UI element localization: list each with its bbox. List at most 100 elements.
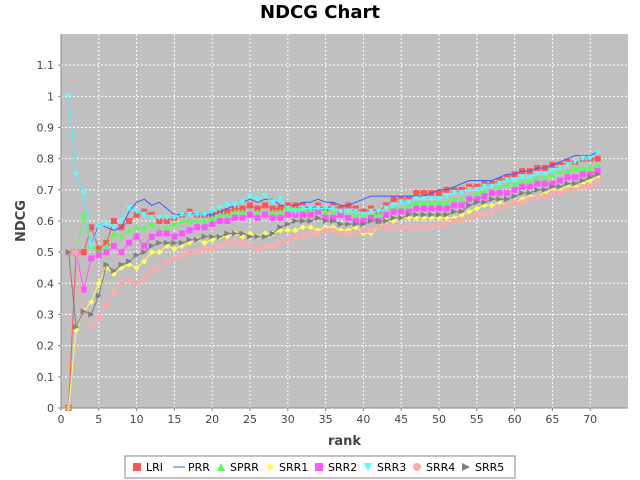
data-point-sprr — [103, 242, 110, 249]
data-point-srr4 — [556, 189, 563, 196]
data-point-srr2 — [163, 230, 170, 237]
data-point-lri — [299, 202, 306, 209]
data-point-lri — [556, 161, 563, 168]
data-point-srr2 — [262, 211, 269, 218]
x-tick-label: 60 — [508, 413, 522, 426]
data-point-srr5 — [171, 239, 178, 246]
legend-swatch-srr5 — [462, 463, 470, 471]
data-point-srr5 — [488, 196, 495, 203]
data-point-srr3 — [186, 211, 193, 218]
data-point-srr2 — [299, 211, 306, 218]
data-point-sprr — [375, 211, 382, 218]
data-point-srr4 — [496, 205, 503, 212]
data-point-srr4 — [231, 239, 238, 246]
data-point-srr5 — [413, 211, 420, 218]
data-point-srr4 — [345, 230, 352, 237]
x-tick-label: 20 — [205, 413, 219, 426]
data-point-lri — [436, 189, 442, 196]
data-point-lri — [156, 218, 163, 224]
data-point-srr4 — [216, 242, 223, 249]
data-point-srr5 — [194, 236, 201, 243]
legend-swatch-srr4 — [413, 463, 421, 471]
data-point-srr4 — [488, 208, 495, 215]
data-point-sprr — [413, 199, 420, 206]
data-point-srr2 — [224, 218, 231, 224]
x-tick-label: 45 — [394, 413, 408, 426]
data-point-lri — [254, 205, 261, 212]
data-point-srr3 — [541, 171, 548, 178]
data-point-sprr — [269, 208, 276, 215]
data-point-srr5 — [473, 199, 480, 206]
data-point-lri — [224, 208, 231, 215]
data-point-srr4 — [428, 224, 435, 231]
y-tick-label: 0.1 — [37, 371, 55, 384]
data-point-srr4 — [141, 274, 148, 281]
data-point-srr2 — [594, 168, 601, 175]
data-point-sprr — [564, 168, 571, 175]
data-point-lri — [390, 196, 397, 203]
data-point-srr3 — [322, 205, 329, 212]
data-point-lri — [239, 205, 246, 212]
data-point-srr4 — [126, 277, 133, 284]
data-point-srr3 — [292, 208, 299, 215]
data-point-srr3 — [549, 168, 556, 175]
data-point-srr2 — [337, 211, 344, 218]
y-tick-label: 0.8 — [37, 153, 55, 166]
data-point-srr2 — [436, 205, 442, 212]
data-point-srr4 — [594, 177, 601, 184]
legend-swatch-lri — [133, 463, 141, 471]
data-point-srr3 — [345, 208, 352, 215]
data-point-srr5 — [201, 233, 208, 240]
data-point-srr3 — [178, 211, 185, 218]
data-point-srr3 — [171, 214, 178, 221]
data-point-srr2 — [284, 211, 291, 218]
data-point-srr3 — [352, 208, 359, 215]
data-point-srr3 — [95, 224, 102, 231]
data-point-srr5 — [511, 193, 518, 200]
data-point-srr4 — [519, 199, 526, 206]
data-point-srr2 — [194, 224, 201, 231]
data-point-srr3 — [315, 205, 322, 212]
data-point-srr2 — [186, 227, 193, 234]
data-point-srr2 — [156, 230, 163, 237]
data-point-lri — [367, 205, 374, 212]
y-tick-label: 1 — [47, 90, 54, 103]
legend-swatch-srr2 — [315, 463, 323, 471]
data-point-srr4 — [458, 218, 465, 224]
legend-label-srr5: SRR5 — [475, 461, 504, 474]
data-point-srr5 — [156, 239, 163, 246]
data-point-srr2 — [141, 242, 148, 249]
data-point-srr4 — [398, 224, 405, 231]
data-point-srr5 — [247, 233, 253, 240]
data-point-srr5 — [458, 208, 465, 215]
data-point-lri — [481, 180, 488, 187]
data-point-lri — [163, 218, 170, 224]
y-tick-label: 1.1 — [37, 59, 55, 72]
data-point-srr3 — [231, 202, 238, 209]
data-point-srr2 — [126, 239, 133, 246]
data-point-srr2 — [572, 174, 579, 181]
data-point-lri — [88, 224, 95, 231]
data-point-lri — [413, 189, 420, 196]
data-point-lri — [141, 208, 148, 215]
data-point-srr5 — [541, 186, 548, 193]
data-point-srr3 — [413, 196, 420, 203]
legend-label-srr1: SRR1 — [279, 461, 308, 474]
data-point-srr2 — [360, 218, 367, 224]
data-point-sprr — [504, 180, 511, 187]
data-point-srr1 — [171, 246, 178, 253]
data-point-srr5 — [504, 196, 511, 203]
data-point-srr5 — [292, 218, 299, 224]
data-point-srr3 — [519, 174, 526, 181]
data-point-srr5 — [126, 258, 133, 265]
data-point-sprr — [239, 208, 246, 215]
data-point-srr2 — [118, 249, 125, 256]
data-point-sprr — [110, 230, 117, 237]
data-point-srr2 — [103, 249, 110, 256]
data-point-srr5 — [209, 233, 216, 240]
data-point-srr3 — [390, 202, 397, 209]
legend: LRI PRR SPRR SRR1 SRR2 SRR3 SRR4 SRR5 — [124, 455, 516, 479]
data-point-sprr — [481, 186, 488, 193]
data-point-srr4 — [239, 239, 246, 246]
data-point-sprr — [458, 196, 465, 203]
